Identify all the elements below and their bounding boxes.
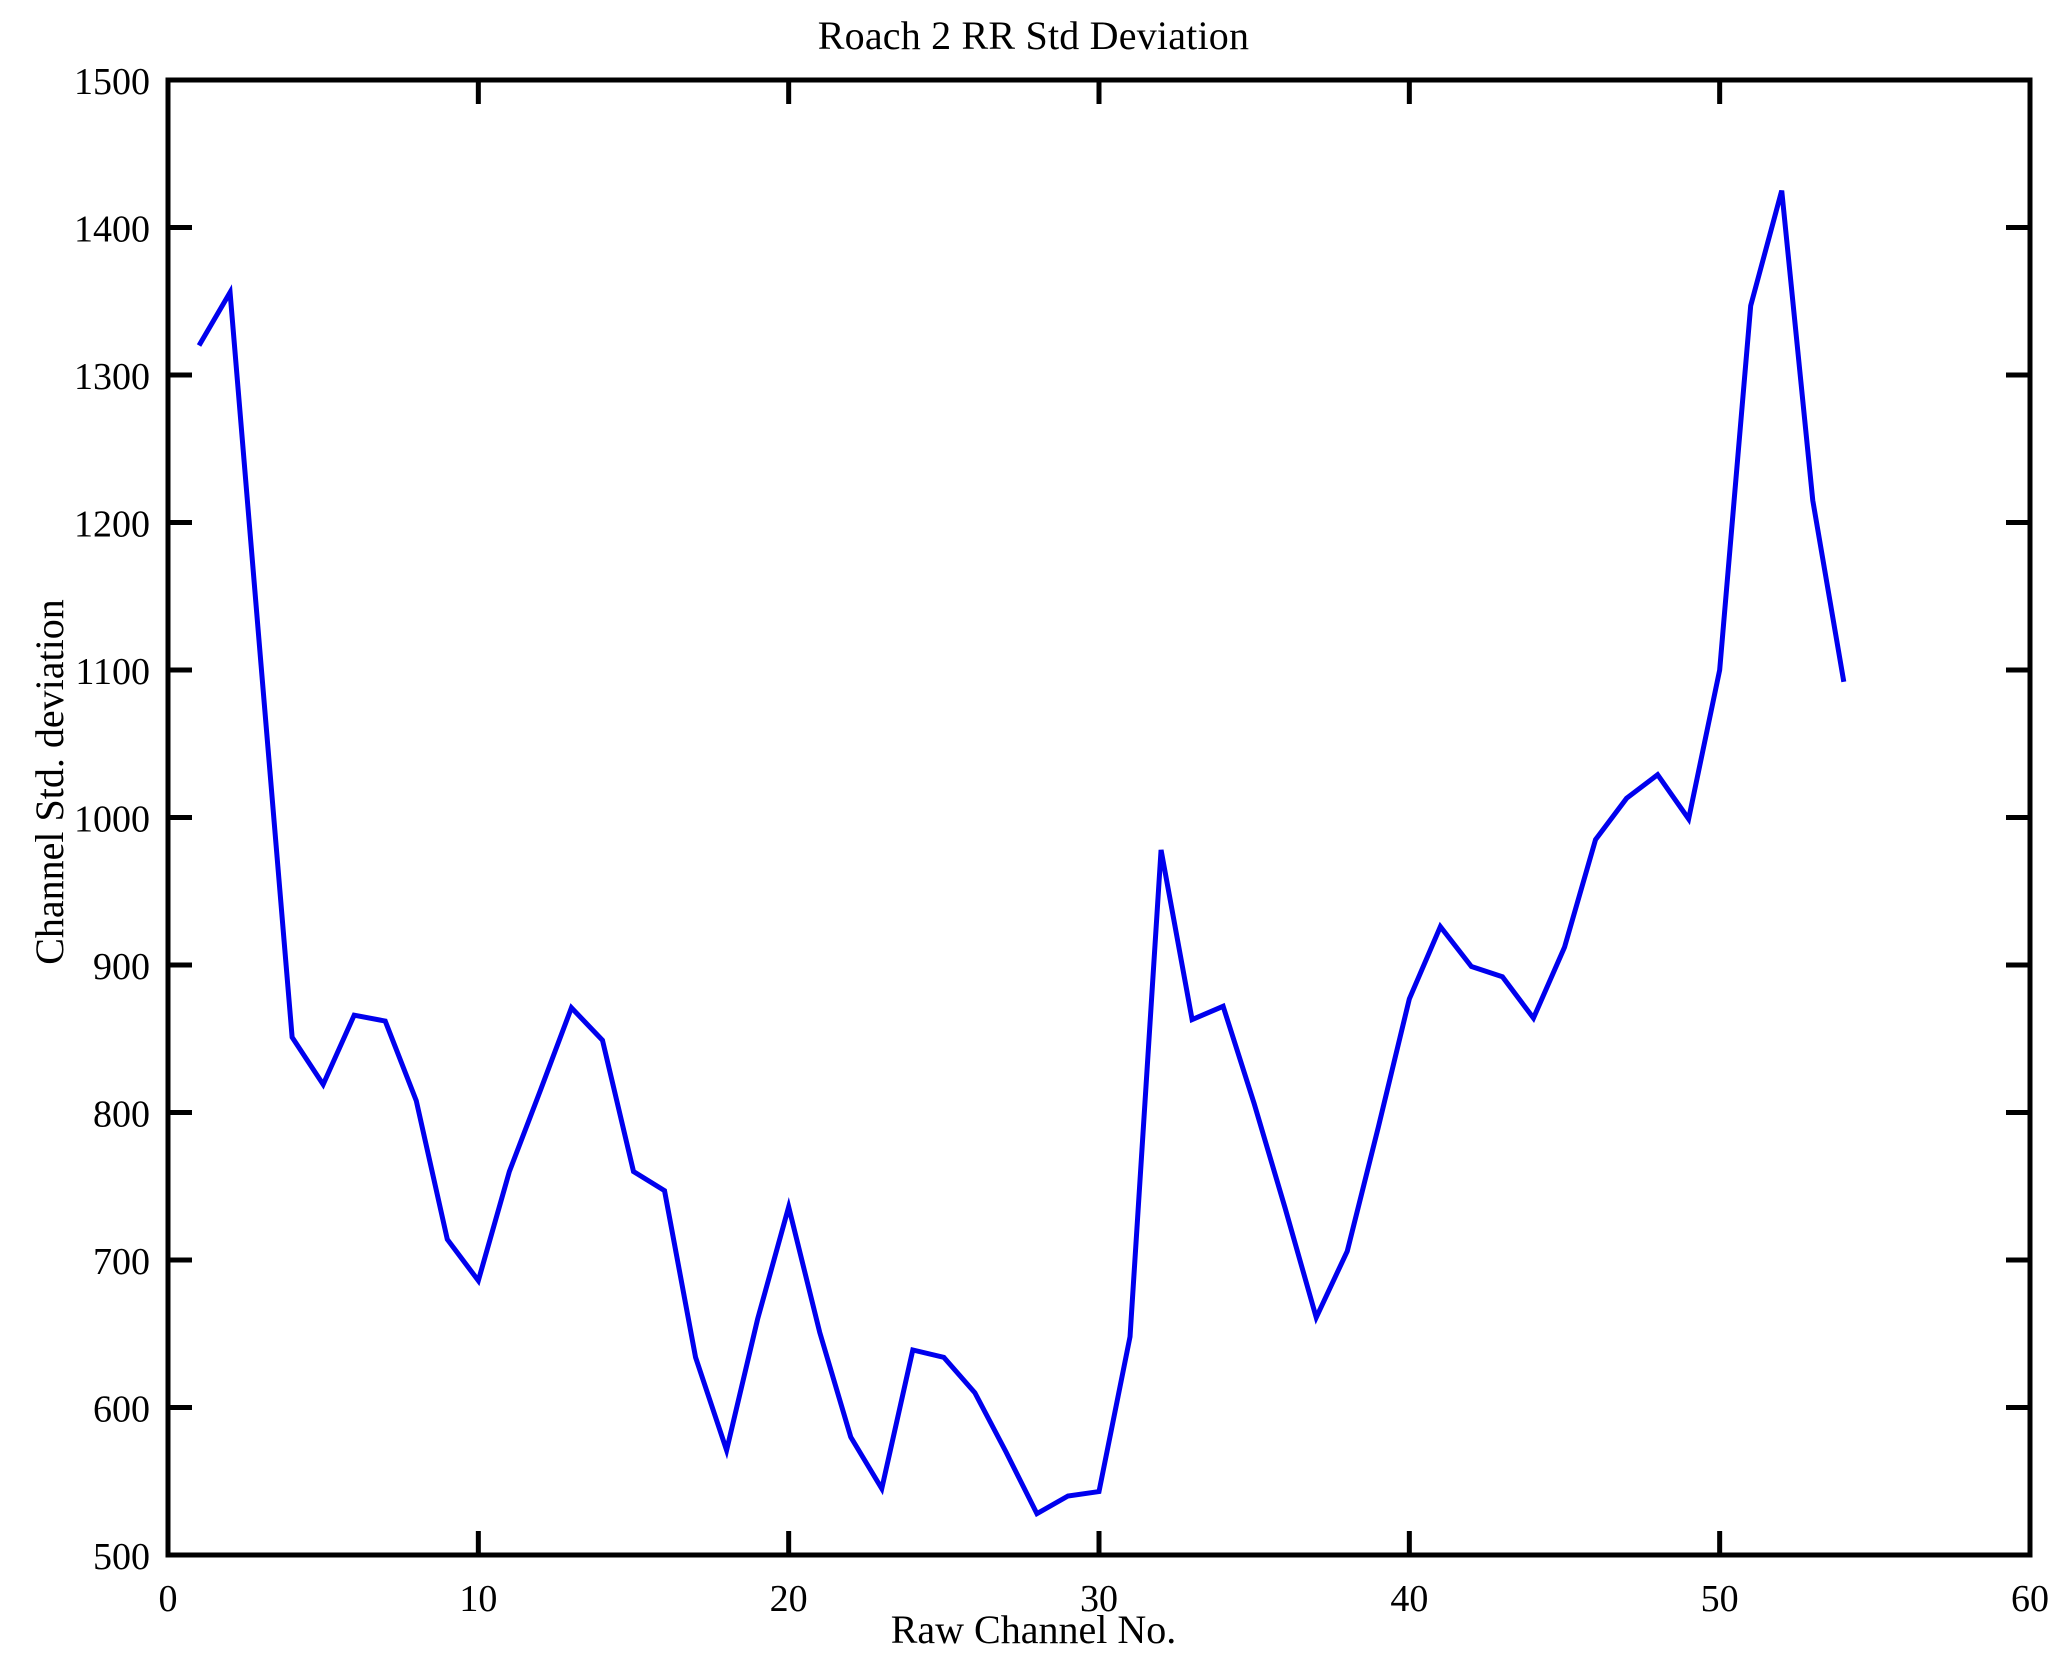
- chart-title: Roach 2 RR Std Deviation: [817, 13, 1250, 58]
- svg-text:20: 20: [770, 1578, 808, 1620]
- svg-text:1500: 1500: [74, 61, 150, 103]
- svg-text:50: 50: [1701, 1578, 1739, 1620]
- x-axis-label: Raw Channel No.: [890, 1607, 1177, 1652]
- svg-text:700: 700: [93, 1241, 150, 1283]
- svg-text:60: 60: [2011, 1578, 2049, 1620]
- svg-text:10: 10: [459, 1578, 497, 1620]
- data-series-line: [196, 189, 1847, 1518]
- svg-text:900: 900: [93, 946, 150, 988]
- svg-text:30: 30: [1080, 1578, 1118, 1620]
- svg-text:800: 800: [93, 1094, 150, 1136]
- svg-text:600: 600: [93, 1389, 150, 1431]
- svg-text:0: 0: [159, 1578, 178, 1620]
- svg-text:500: 500: [93, 1536, 150, 1578]
- svg-text:1000: 1000: [74, 799, 150, 841]
- svg-text:1400: 1400: [74, 209, 150, 251]
- svg-text:40: 40: [1390, 1578, 1428, 1620]
- x-axis-ticks: 0 10 20 30 40 50 60: [159, 80, 2049, 1620]
- svg-text:1100: 1100: [75, 651, 150, 693]
- svg-text:1200: 1200: [74, 504, 150, 546]
- y-axis-ticks: 500 600 700 800 900 1000 1100 1200 1300 1400 1500: [74, 61, 2030, 1578]
- svg-text:1300: 1300: [74, 356, 150, 398]
